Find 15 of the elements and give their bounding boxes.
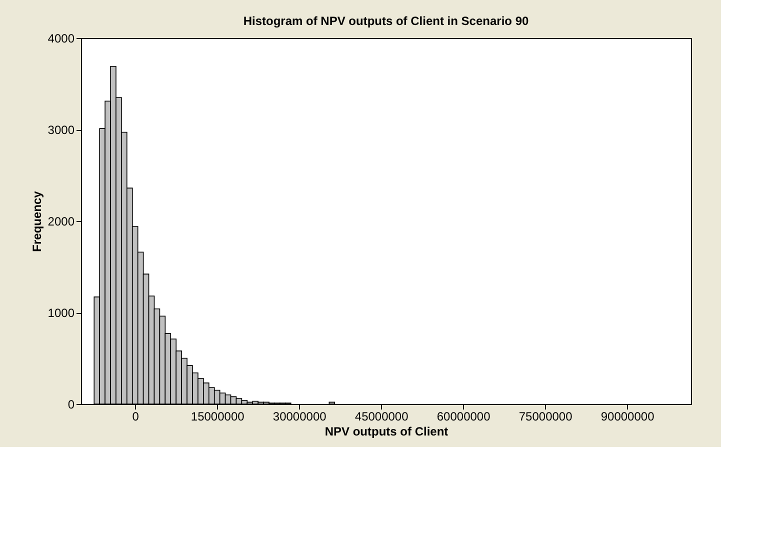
x-tick-label: 45000000 xyxy=(354,410,409,424)
x-tick-label: 75000000 xyxy=(518,410,573,424)
y-tick-label: 0 xyxy=(68,398,75,412)
chart-title: Histogram of NPV outputs of Client in Scenario 90 xyxy=(243,14,529,28)
y-tick-label: 2000 xyxy=(48,214,75,228)
x-tick-label: 30000000 xyxy=(272,410,327,424)
x-tick-label: 0 xyxy=(132,410,140,424)
y-tick-label: 4000 xyxy=(48,32,75,46)
y-tick-label: 3000 xyxy=(48,123,75,137)
x-tick-label: 60000000 xyxy=(436,410,491,424)
x-tick-label: 15000000 xyxy=(190,410,245,424)
y-tick-label: 1000 xyxy=(48,306,75,320)
x-tick-label: 90000000 xyxy=(600,410,655,424)
y-axis-title: Frequency xyxy=(30,190,44,252)
x-axis-title: NPV outputs of Client xyxy=(324,424,448,438)
